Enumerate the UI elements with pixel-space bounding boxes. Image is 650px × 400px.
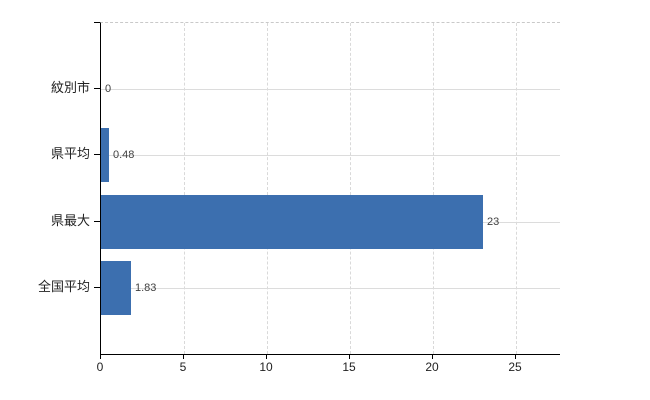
horizontal-gridline [101, 288, 560, 289]
bar-value-label: 23 [487, 216, 500, 228]
y-category-label: 全国平均 [37, 279, 90, 294]
plot-area: 0 0.48 23 1.83 [100, 22, 560, 355]
bar-value-label: 0.48 [113, 149, 135, 161]
y-category-label: 県平均 [50, 146, 90, 161]
y-axis-tick [94, 154, 100, 155]
y-category-label: 県最大 [50, 213, 90, 228]
bar [101, 128, 109, 182]
y-axis-tick [94, 88, 100, 89]
vertical-gridline [433, 23, 434, 354]
bar-value-label: 1.83 [135, 282, 157, 294]
x-tick-label: 10 [259, 360, 273, 374]
x-axis-tick [100, 354, 101, 359]
x-tick-label: 5 [179, 360, 187, 374]
x-axis-tick [349, 354, 350, 359]
y-axis-tick [94, 287, 100, 288]
horizontal-gridline [101, 89, 560, 90]
x-tick-label: 0 [96, 360, 104, 374]
horizontal-gridline [101, 155, 560, 156]
x-axis-tick [266, 354, 267, 359]
x-tick-label: 20 [425, 360, 439, 374]
x-axis-tick [515, 354, 516, 359]
x-tick-label: 15 [342, 360, 356, 374]
vertical-gridline [350, 23, 351, 354]
vertical-gridline [516, 23, 517, 354]
vertical-gridline [184, 23, 185, 354]
y-axis-tick [94, 22, 100, 23]
x-axis-tick [432, 354, 433, 359]
bar-value-label: 0 [105, 83, 112, 95]
x-tick-label: 25 [508, 360, 522, 374]
bar [101, 261, 131, 315]
bar [101, 195, 483, 249]
vertical-gridline [267, 23, 268, 354]
x-axis-tick [183, 354, 184, 359]
y-category-label: 紋別市 [50, 80, 90, 95]
y-axis-tick [94, 221, 100, 222]
